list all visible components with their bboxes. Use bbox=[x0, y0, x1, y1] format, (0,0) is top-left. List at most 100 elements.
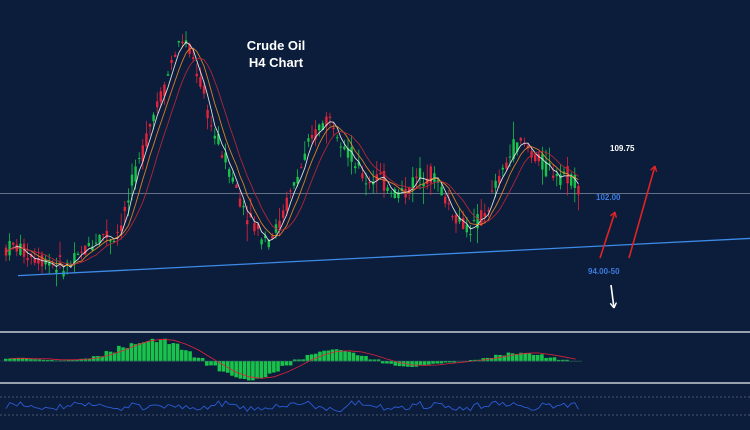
candle-body bbox=[368, 182, 371, 184]
macd-bar bbox=[397, 361, 402, 367]
macd-bar bbox=[45, 359, 50, 362]
macd-bar bbox=[443, 361, 448, 363]
macd-bar bbox=[41, 359, 46, 362]
candle-body bbox=[354, 166, 357, 169]
macd-bar bbox=[138, 343, 142, 362]
candle-body bbox=[339, 146, 342, 148]
candle-body bbox=[519, 137, 522, 141]
macd-bar bbox=[297, 359, 301, 362]
candle-body bbox=[505, 162, 508, 169]
macd-bar bbox=[8, 358, 12, 362]
macd-bar bbox=[50, 360, 54, 362]
macd-bar bbox=[389, 361, 393, 364]
macd-bar bbox=[364, 356, 368, 362]
candle-body bbox=[440, 186, 443, 196]
candle-body bbox=[123, 206, 126, 211]
macd-bar bbox=[259, 361, 264, 379]
macd-bar bbox=[322, 350, 326, 362]
macd-bar bbox=[117, 345, 121, 362]
candle-body bbox=[429, 166, 432, 184]
candle-body bbox=[256, 223, 260, 230]
candle-body bbox=[483, 213, 486, 217]
macd-bar bbox=[100, 356, 104, 362]
candle-body bbox=[69, 263, 72, 267]
candle-body bbox=[508, 156, 512, 158]
candle-body bbox=[465, 224, 468, 233]
candle-body bbox=[145, 133, 148, 147]
macd-bar bbox=[339, 350, 343, 362]
macd-bar bbox=[347, 351, 352, 362]
macd-bar bbox=[96, 356, 100, 362]
macd-bar bbox=[263, 361, 268, 378]
macd-bar bbox=[435, 361, 439, 364]
macd-bar bbox=[230, 361, 234, 376]
candle-body bbox=[346, 148, 350, 158]
candle-body bbox=[220, 155, 224, 158]
macd-bar bbox=[343, 351, 347, 362]
candle-body bbox=[364, 183, 368, 185]
macd-bar bbox=[184, 350, 188, 362]
candle-body bbox=[386, 187, 389, 191]
candle-body bbox=[357, 161, 360, 166]
macd-bar bbox=[514, 353, 519, 362]
candle-body bbox=[156, 101, 159, 108]
candle-body bbox=[314, 129, 317, 140]
macd-bar bbox=[225, 361, 230, 373]
macd-bar bbox=[552, 357, 557, 362]
macd-bar bbox=[473, 359, 477, 362]
moving-average-white bbox=[5, 41, 579, 268]
candle-body bbox=[458, 217, 461, 222]
macd-bar bbox=[158, 339, 163, 362]
candle-body bbox=[170, 59, 173, 64]
macd-bar bbox=[531, 354, 536, 362]
candle-body bbox=[206, 109, 209, 119]
candle-body bbox=[33, 258, 36, 263]
candle-body bbox=[166, 74, 170, 76]
candle-body bbox=[105, 230, 108, 238]
candle-body bbox=[541, 154, 544, 170]
candle-body bbox=[73, 253, 76, 264]
candle-body bbox=[512, 139, 515, 160]
candle-body bbox=[141, 145, 144, 162]
candle-body bbox=[555, 174, 558, 177]
candle-body bbox=[120, 225, 123, 232]
macd-bar bbox=[280, 361, 285, 366]
candle-body bbox=[321, 123, 324, 131]
candle-body bbox=[242, 205, 245, 208]
candle-body bbox=[480, 210, 483, 226]
level-label-1: 102.00 bbox=[596, 193, 621, 202]
candle-body bbox=[325, 116, 328, 127]
arrow-up-head bbox=[610, 211, 618, 219]
macd-bar bbox=[305, 354, 310, 362]
candle-body bbox=[397, 191, 400, 199]
candle-body bbox=[26, 257, 29, 261]
macd-bar bbox=[20, 357, 25, 362]
candle-body bbox=[202, 86, 206, 94]
macd-bar bbox=[313, 353, 318, 362]
macd-bar bbox=[502, 355, 507, 362]
macd-bar bbox=[171, 343, 176, 362]
macd-bar bbox=[217, 361, 222, 372]
macd-bar bbox=[293, 359, 297, 362]
chart-subtitle: H4 Chart bbox=[249, 55, 304, 70]
candle-body bbox=[537, 153, 540, 162]
candle-body bbox=[98, 234, 101, 243]
macd-bar bbox=[519, 352, 523, 362]
candle-body bbox=[238, 198, 242, 207]
macd-bar bbox=[205, 361, 209, 366]
candle-body bbox=[400, 188, 404, 191]
candle-body bbox=[300, 167, 303, 169]
macd-bar bbox=[418, 361, 423, 366]
macd-bar bbox=[71, 359, 75, 362]
candle-body bbox=[246, 220, 249, 225]
candle-body bbox=[94, 242, 98, 244]
macd-bar bbox=[301, 359, 305, 362]
candle-body bbox=[199, 77, 202, 87]
moving-average-orange bbox=[5, 47, 579, 267]
macd-bar bbox=[544, 357, 548, 362]
macd-bar bbox=[276, 361, 280, 372]
candle-body bbox=[472, 220, 476, 222]
macd-bar bbox=[351, 352, 356, 362]
candle-body bbox=[422, 183, 425, 187]
chart-title: Crude Oil bbox=[247, 38, 306, 53]
